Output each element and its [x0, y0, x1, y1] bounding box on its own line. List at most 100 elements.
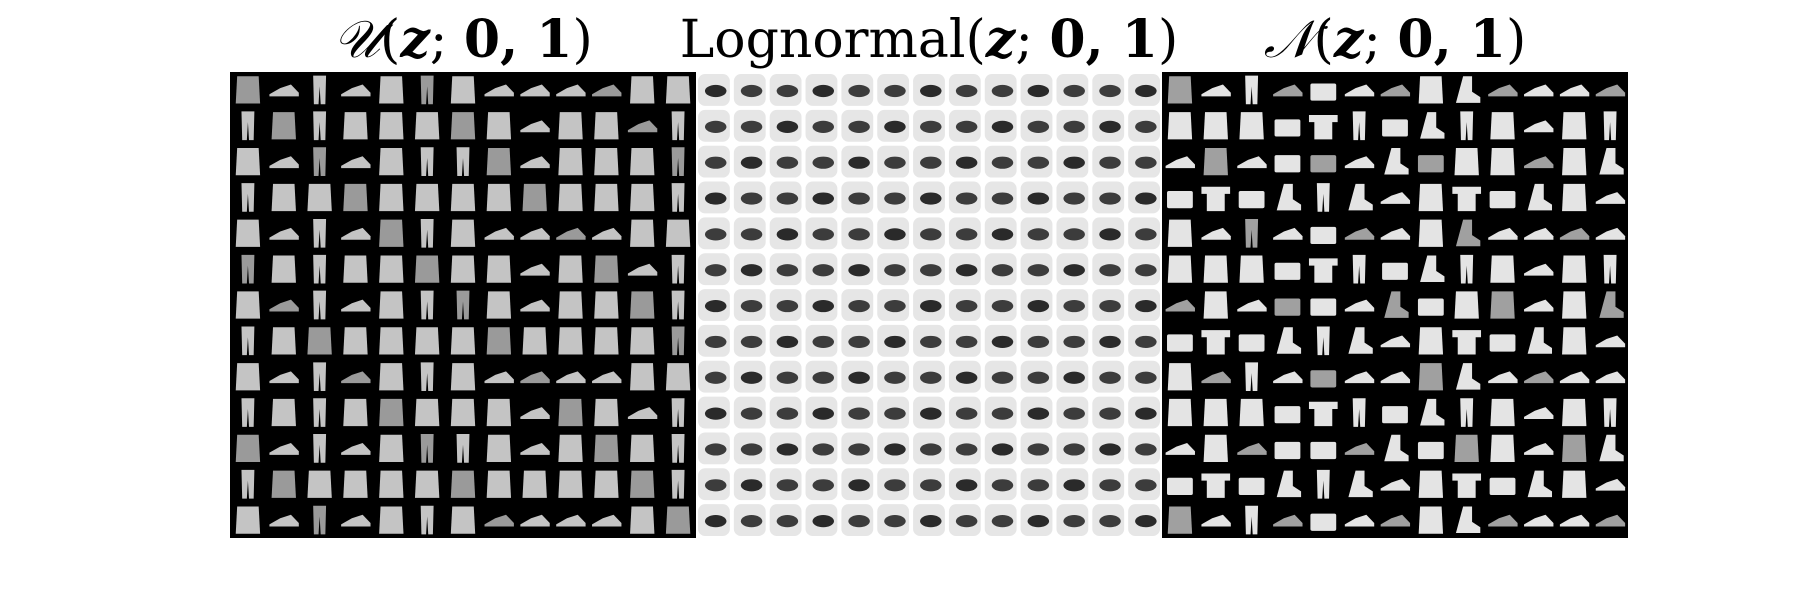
sample-thumbnail [450, 183, 476, 212]
sample-thumbnail [1063, 120, 1085, 133]
sample-thumbnail [665, 363, 691, 391]
sample-thumbnail [486, 255, 512, 283]
sample-thumbnail [1201, 186, 1231, 212]
sample-thumbnail [307, 327, 332, 355]
sample-thumbnail [379, 327, 404, 355]
sample-thumbnail [1348, 470, 1373, 498]
sample-thumbnail [379, 147, 404, 176]
sample-thumbnail [1027, 371, 1050, 384]
sample-thumbnail [630, 76, 655, 104]
sample-thumbnail [341, 443, 371, 455]
sample-thumbnail [991, 84, 1014, 98]
sample-thumbnail [1418, 327, 1444, 355]
sample-thumbnail [1135, 443, 1157, 456]
sample-thumbnail [1167, 477, 1193, 495]
sample-thumbnail [1527, 470, 1553, 498]
sample-thumbnail [1595, 84, 1626, 97]
sample-thumbnail [627, 407, 658, 419]
sample-thumbnail [1237, 443, 1267, 455]
sample-thumbnail [1418, 183, 1444, 212]
sample-thumbnail [1599, 434, 1624, 462]
sample-thumbnail [812, 515, 835, 528]
sample-thumbnail [884, 299, 906, 313]
sample-thumbnail [1344, 443, 1375, 455]
sample-thumbnail [955, 371, 978, 384]
sample-thumbnail [740, 84, 763, 98]
sample-thumbnail [884, 443, 906, 456]
sample-thumbnail [341, 371, 371, 384]
sample-thumbnail [920, 479, 942, 492]
sample-thumbnail [1352, 398, 1366, 427]
sample-thumbnail [520, 443, 550, 455]
sample-thumbnail [379, 112, 404, 140]
sample-thumbnail [1452, 473, 1482, 498]
sample-thumbnail [884, 479, 906, 492]
sample-thumbnail [991, 192, 1014, 205]
sample-thumbnail [269, 514, 299, 527]
sample-thumbnail [884, 335, 906, 349]
sample-thumbnail [848, 335, 870, 349]
sample-thumbnail [1273, 84, 1303, 97]
sample-thumbnail [1460, 398, 1474, 427]
sample-thumbnail [848, 156, 870, 169]
sample-thumbnail [1274, 119, 1301, 137]
sample-thumbnail [671, 183, 685, 212]
sample-thumbnail [307, 470, 332, 498]
sample-thumbnail [1559, 371, 1590, 384]
sample-thumbnail [1099, 407, 1121, 420]
sample-thumbnail [1201, 84, 1231, 97]
sample-thumbnail [1527, 183, 1553, 211]
panel-normal: 𝒩(z; 0, 1) [1162, 0, 1628, 600]
sample-thumbnail [486, 147, 512, 176]
sample-thumbnail [704, 192, 727, 205]
sample-thumbnail [343, 183, 368, 212]
sample-thumbnail [1310, 513, 1337, 531]
sample-thumbnail [341, 227, 371, 240]
sample-thumbnail [671, 469, 685, 499]
sample-thumbnail [991, 407, 1014, 420]
sample-thumbnail [1245, 505, 1259, 535]
sample-thumbnail [1380, 227, 1411, 240]
sample-thumbnail [920, 228, 942, 241]
sample-thumbnail [1488, 514, 1518, 527]
sample-thumbnail [955, 192, 978, 205]
sample-thumbnail [592, 514, 622, 527]
sample-thumbnail [776, 371, 799, 384]
sample-thumbnail [665, 219, 691, 247]
sample-thumbnail [1276, 183, 1302, 211]
sample-thumbnail [379, 363, 404, 391]
sample-thumbnail [241, 469, 255, 499]
sample-thumbnail [241, 254, 255, 284]
sample-thumbnail [341, 514, 371, 527]
sample-thumbnail [271, 183, 296, 212]
sample-thumbnail [235, 219, 261, 247]
sample-thumbnail [1562, 291, 1587, 319]
sample-thumbnail [520, 156, 550, 169]
panel-title-normal: 𝒩(z; 0, 1) [1263, 9, 1527, 70]
sample-thumbnail [1420, 255, 1445, 283]
sample-thumbnail [1135, 84, 1157, 98]
sample-thumbnail [1099, 228, 1121, 241]
sample-grid-normal [1162, 72, 1628, 538]
sample-thumbnail [704, 299, 727, 313]
sample-thumbnail [1027, 515, 1050, 528]
sample-thumbnail [313, 254, 327, 284]
sample-thumbnail [486, 398, 512, 427]
sample-thumbnail [1099, 84, 1121, 98]
sample-thumbnail [343, 398, 368, 427]
sample-thumbnail [522, 327, 547, 355]
sample-thumbnail [558, 398, 583, 427]
sample-thumbnail [1382, 119, 1408, 137]
sample-thumbnail [920, 84, 942, 98]
sample-thumbnail [1245, 218, 1259, 248]
sample-thumbnail [776, 120, 799, 133]
sample-thumbnail [1203, 255, 1228, 283]
sample-thumbnail [341, 84, 371, 97]
sample-thumbnail [1344, 514, 1375, 527]
sample-thumbnail [1524, 84, 1554, 97]
sample-thumbnail [1165, 156, 1195, 169]
sample-thumbnail [1135, 264, 1157, 277]
sample-thumbnail [776, 192, 799, 205]
sample-thumbnail [1524, 156, 1554, 169]
sample-thumbnail [522, 470, 547, 498]
